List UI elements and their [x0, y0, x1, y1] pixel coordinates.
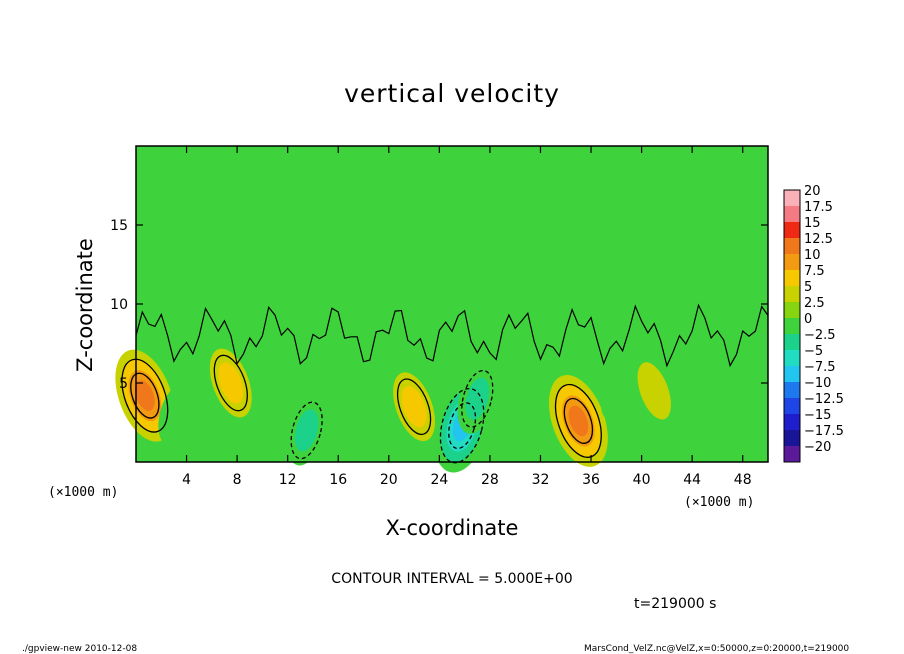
- x-tick-label-4: 20: [380, 472, 398, 488]
- contour-0-1: [121, 358, 169, 433]
- colorbar-frame: [783, 189, 801, 463]
- colorbar-label-6: 5: [804, 280, 812, 295]
- colorbar-swatch-7: [784, 302, 800, 318]
- colorbar-label-12: −10: [804, 376, 831, 391]
- colorbar-swatch-16: [784, 446, 800, 462]
- colorbar-label-16: −20: [804, 440, 831, 455]
- colorbar-label-1: 17.5: [804, 200, 833, 215]
- x-tick-label-6: 28: [481, 472, 499, 488]
- x-unit-left: (×1000 m): [48, 485, 118, 500]
- field-features: [115, 345, 752, 473]
- y-axis-title: Z-coordinate: [73, 238, 97, 372]
- colorbar-label-0: 20: [804, 184, 821, 199]
- x-unit-right: (×1000 m): [684, 495, 754, 510]
- x-tick-label-8: 36: [582, 472, 600, 488]
- colorbar-label-9: −2.5: [804, 328, 836, 343]
- x-ticks: 4 8 12 16 20 24 28 32 36 40 44 48: [182, 146, 752, 488]
- colorbar-swatch-14: [784, 414, 800, 430]
- colorbar-swatch-0: [784, 190, 800, 206]
- colorbar-swatch-15: [784, 430, 800, 446]
- feature-7: [637, 362, 671, 420]
- chart-title: vertical velocity: [344, 79, 560, 108]
- colorbar-label-2: 15: [804, 216, 821, 231]
- contour-zero: [135, 303, 769, 368]
- feature-4: [286, 395, 327, 466]
- colorbar-label-14: −15: [804, 408, 831, 423]
- colorbar-label-11: −7.5: [804, 360, 836, 375]
- contour-2-2: [448, 402, 477, 450]
- colorbar-swatch-9: [784, 334, 800, 350]
- colorbar-swatch-1: [784, 206, 800, 222]
- colorbar-label-8: 0: [804, 312, 812, 327]
- feature-0-level-4: [135, 380, 155, 411]
- colorbar-swatch-12: [784, 382, 800, 398]
- colorbar-swatch-4: [784, 254, 800, 270]
- contour-6-1: [396, 378, 432, 436]
- contour-4-1: [290, 401, 323, 460]
- x-tick-label-1: 8: [233, 472, 242, 488]
- y-ticks: 5 10 15: [110, 218, 768, 392]
- colorbar-label-4: 10: [804, 248, 821, 263]
- feature-5: [209, 348, 252, 418]
- x-tick-label-7: 32: [532, 472, 550, 488]
- contour-0-2: [130, 372, 160, 419]
- x-tick-label-9: 40: [633, 472, 651, 488]
- contour-1-2: [563, 397, 594, 444]
- y-tick-label-1: 10: [110, 297, 128, 313]
- feature-6: [393, 372, 436, 442]
- x-tick-label-2: 12: [279, 472, 297, 488]
- contour-2-1: [439, 387, 485, 464]
- colorbar-swatch-13: [784, 398, 800, 414]
- colorbar-swatch-10: [784, 350, 800, 366]
- colorbar-label-10: −5: [804, 344, 823, 359]
- colorbar: 2017.51512.5107.552.50−2.5−5−7.5−10−12.5…: [783, 184, 844, 463]
- x-tick-label-11: 48: [734, 472, 752, 488]
- contour-3-1: [461, 369, 494, 428]
- feature-1: [548, 374, 608, 467]
- footer-program: ./gpview-new 2010-12-08: [22, 644, 137, 654]
- contour-interval-label: CONTOUR INTERVAL = 5.000E+00: [331, 571, 572, 587]
- colorbar-label-15: −17.5: [804, 424, 844, 439]
- y-tick-label-2: 15: [110, 218, 128, 234]
- colorbar-label-5: 7.5: [804, 264, 825, 279]
- colorbar-swatch-6: [784, 286, 800, 302]
- feature-9-level-1: [600, 361, 632, 421]
- footer-source: MarsCond_VelZ.nc@VelZ,x=0:50000,z=0:2000…: [584, 644, 849, 654]
- colorbar-swatch-2: [784, 222, 800, 238]
- feature-6-level-2: [401, 386, 427, 428]
- y-tick-label-0: 5: [119, 376, 128, 392]
- feature-5-level-2: [218, 362, 244, 404]
- colorbar-swatch-8: [784, 318, 800, 334]
- x-tick-label-5: 24: [430, 472, 448, 488]
- colorbar-label-3: 12.5: [804, 232, 833, 247]
- x-tick-label-0: 4: [182, 472, 191, 488]
- feature-4-level-2: [294, 409, 319, 452]
- colorbar-swatch-5: [784, 270, 800, 286]
- feature-9: [600, 361, 632, 421]
- x-tick-label-3: 16: [329, 472, 347, 488]
- colorbar-swatch-3: [784, 238, 800, 254]
- feature-7-level-1: [637, 362, 671, 420]
- colorbar-swatch-11: [784, 366, 800, 382]
- colorbar-label-13: −12.5: [804, 392, 844, 407]
- colorbar-label-7: 2.5: [804, 296, 825, 311]
- time-label: t=219000 s: [634, 596, 716, 612]
- x-axis-title: X-coordinate: [386, 516, 519, 540]
- x-tick-label-10: 44: [683, 472, 701, 488]
- contour-5-1: [213, 354, 248, 412]
- feature-1-level-4: [568, 405, 589, 437]
